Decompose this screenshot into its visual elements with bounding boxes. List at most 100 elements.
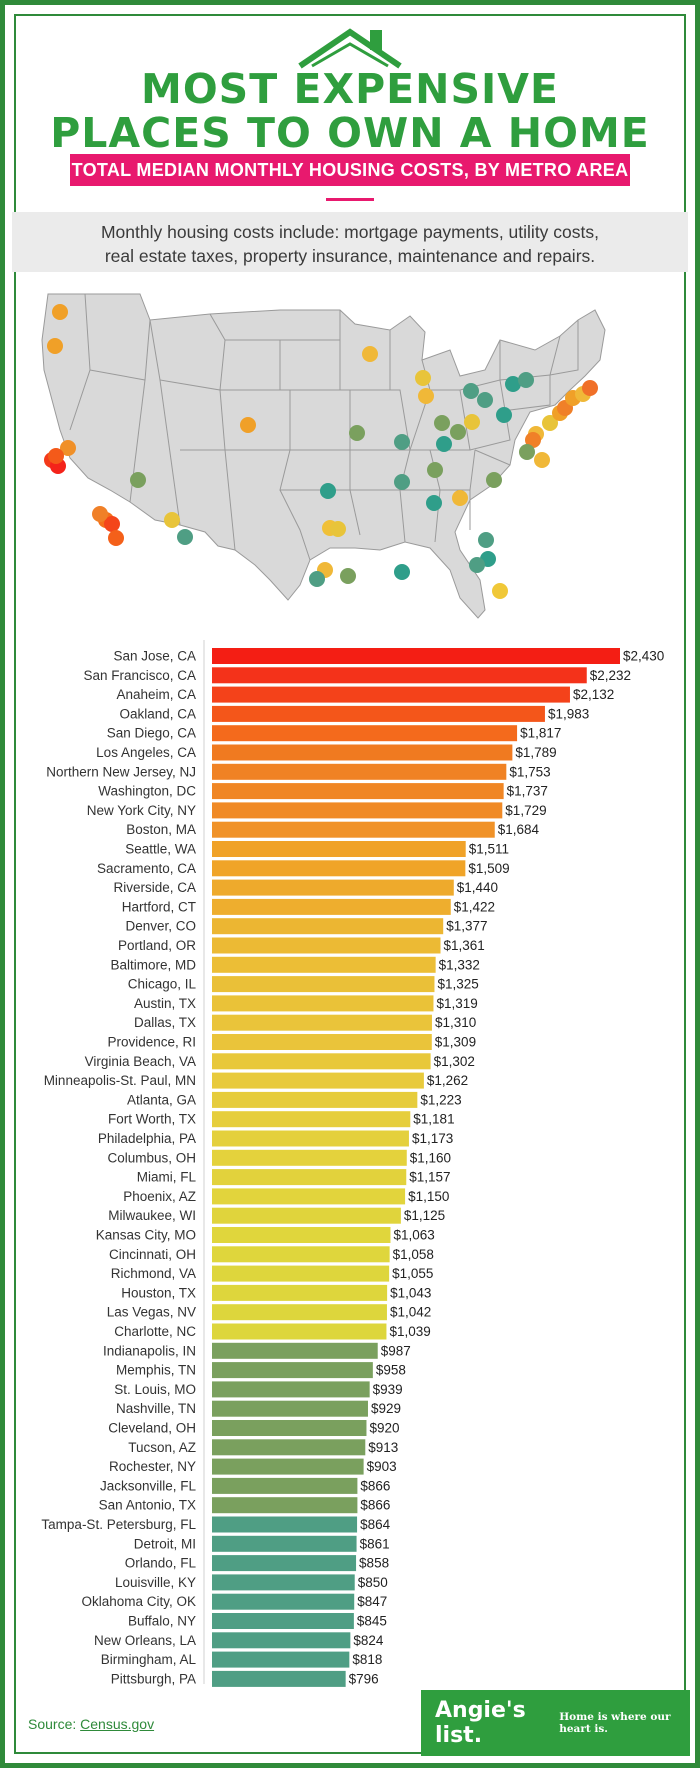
bar xyxy=(212,1477,358,1494)
bar xyxy=(212,1439,366,1456)
bar-value-label: $1,377 xyxy=(446,919,487,934)
map-city-marker: San Diego, CA xyxy=(108,530,124,546)
bar xyxy=(212,821,495,838)
bar-category-label: Baltimore, MD xyxy=(110,957,196,972)
bar-value-label: $1,511 xyxy=(469,842,509,857)
bar xyxy=(212,802,503,819)
bar-value-label: $1,361 xyxy=(444,938,485,953)
bar xyxy=(212,1400,368,1417)
map-city-marker: Boston, MA xyxy=(582,380,598,396)
source-link[interactable]: Census.gov xyxy=(80,1716,155,1732)
bar xyxy=(212,1342,378,1359)
source-label: Source: xyxy=(28,1716,77,1732)
bar xyxy=(212,1362,373,1379)
bar xyxy=(212,763,507,780)
bar xyxy=(212,648,620,664)
bar-value-label: $845 xyxy=(357,1614,387,1629)
bar xyxy=(212,705,545,722)
bar-value-label: $1,223 xyxy=(420,1092,461,1107)
bar-category-label: Oklahoma City, OK xyxy=(81,1594,196,1609)
map-city-marker: Cincinnati, OH xyxy=(450,424,466,440)
bar-value-label: $1,309 xyxy=(435,1035,476,1050)
map-city-marker: Anaheim, CA xyxy=(104,516,120,532)
map-city-marker: Oklahoma City, OK xyxy=(320,483,336,499)
bar xyxy=(212,1111,411,1128)
bar-value-label: $1,181 xyxy=(413,1112,454,1127)
map-city-marker: Minneapolis-St. Paul, MN xyxy=(362,346,378,362)
inner-border xyxy=(14,14,686,1754)
bar xyxy=(212,918,444,935)
bar-value-label: $1,319 xyxy=(436,996,477,1011)
bar-value-label: $1,039 xyxy=(389,1324,430,1339)
map-city-marker: Las Vegas, NV xyxy=(130,472,146,488)
bar xyxy=(212,995,434,1012)
bar-category-label: Detroit, MI xyxy=(134,1536,196,1551)
map-city-marker: Fort Worth, TX xyxy=(330,521,346,537)
map-city-marker: Atlanta, GA xyxy=(452,490,468,506)
bar-value-label: $861 xyxy=(360,1536,390,1551)
bar-category-label: Dallas, TX xyxy=(134,1015,196,1030)
bar-value-label: $1,422 xyxy=(454,899,495,914)
bar-value-label: $1,983 xyxy=(548,706,589,721)
bar-value-label: $1,055 xyxy=(392,1266,433,1281)
bar-value-label: $920 xyxy=(369,1421,399,1436)
city-markers: Seattle, WA Portland, OR Sacramento, CA San… xyxy=(44,304,598,599)
bar xyxy=(212,1593,355,1610)
map-city-marker: Rochester, NY xyxy=(518,372,534,388)
page-title-line2: PLACES TO OWN A HOME xyxy=(50,109,650,157)
bar-category-label: Philadelphia, PA xyxy=(98,1131,196,1146)
bar-category-label: New York City, NY xyxy=(87,803,196,818)
bar xyxy=(212,1555,357,1572)
bar-value-label: $1,325 xyxy=(437,977,478,992)
bar-category-label: Rochester, NY xyxy=(109,1459,196,1474)
bar-category-label: Denver, CO xyxy=(125,919,196,934)
bar-category-label: Washington, DC xyxy=(98,784,196,799)
angies-list-logo: Angie's list. Home is where our heart is… xyxy=(421,1690,690,1756)
bar-category-label: Columbus, OH xyxy=(107,1150,196,1165)
note-line2: real estate taxes, property insurance, m… xyxy=(104,246,596,266)
state-borders xyxy=(69,293,579,561)
bar xyxy=(212,783,504,800)
bar xyxy=(212,1516,358,1533)
bar-value-label: $858 xyxy=(359,1556,389,1571)
bar xyxy=(212,1149,407,1166)
bar-category-label: Tampa-St. Petersburg, FL xyxy=(41,1517,196,1532)
bar-value-label: $1,160 xyxy=(410,1150,451,1165)
bar xyxy=(212,1188,406,1205)
bar-value-label: $1,332 xyxy=(439,957,480,972)
bar-value-label: $824 xyxy=(353,1633,384,1648)
map-city-marker: Oakland, CA xyxy=(48,448,64,464)
bar xyxy=(212,1651,350,1668)
map-city-marker: Louisville, KY xyxy=(436,436,452,452)
bar xyxy=(212,841,466,857)
bar-category-label: Richmond, VA xyxy=(111,1266,196,1281)
bar-value-label: $2,430 xyxy=(623,649,664,664)
bar-category-label: San Jose, CA xyxy=(113,649,196,664)
bar-category-label: Phoenix, AZ xyxy=(123,1189,196,1204)
bar-category-label: Pittsburgh, PA xyxy=(111,1671,196,1686)
map-city-marker: Tucson, AZ xyxy=(177,529,193,545)
bar-value-label: $1,737 xyxy=(507,784,548,799)
bar xyxy=(212,1323,387,1340)
bar-value-label: $866 xyxy=(360,1498,390,1513)
bar xyxy=(212,1072,424,1089)
bar-category-label: Northern New Jersey, NJ xyxy=(46,764,196,779)
bar-value-label: $913 xyxy=(368,1440,398,1455)
bar-category-label: Kansas City, MO xyxy=(96,1228,196,1243)
bar xyxy=(212,1420,367,1436)
bar-category-label: New Orleans, LA xyxy=(94,1633,196,1648)
bar xyxy=(212,744,513,761)
bar-value-label: $2,232 xyxy=(590,668,631,683)
cost-definition-note: Monthly housing costs include: mortgage … xyxy=(12,212,688,272)
bar-value-label: $1,157 xyxy=(409,1170,450,1185)
bar-category-label: San Diego, CA xyxy=(107,726,196,741)
bar-category-label: Los Angeles, CA xyxy=(96,745,196,760)
bar-category-label: Indianapolis, IN xyxy=(103,1343,196,1358)
bar xyxy=(212,1053,431,1070)
map-city-marker: Seattle, WA xyxy=(52,304,68,320)
bar-value-label: $1,173 xyxy=(412,1131,453,1146)
bar xyxy=(212,1284,388,1301)
map-city-marker: Detroit, MI xyxy=(463,383,479,399)
bar-category-label: Boston, MA xyxy=(126,822,196,837)
bar-category-label: Hartford, CT xyxy=(122,899,196,914)
